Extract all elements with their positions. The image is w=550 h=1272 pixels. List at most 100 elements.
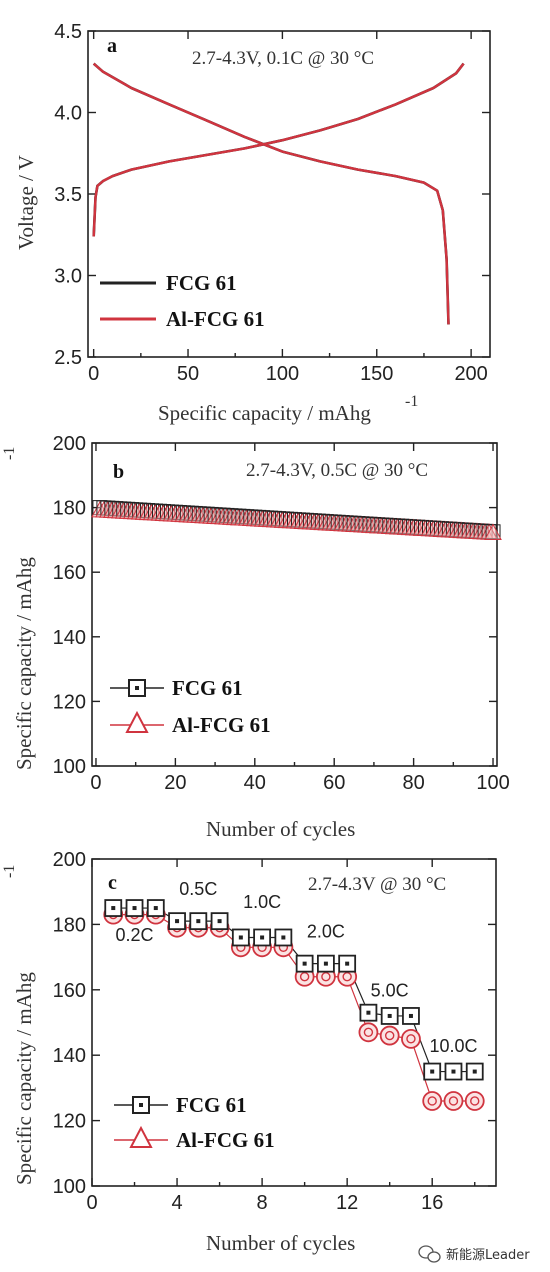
y-tick-label: 3.5 [54, 184, 82, 206]
legend-marker-square-center [139, 1103, 143, 1107]
alfcg-circle-point-inner [448, 1096, 459, 1106]
alfcg-circle-point-inner [384, 1030, 395, 1041]
rate-label: 0.2C [116, 925, 154, 945]
x-tick-label: 16 [421, 1192, 443, 1214]
rate-label: 2.0C [307, 921, 345, 941]
y-tick-label: 2.5 [54, 347, 82, 369]
y-tick-label: 4.0 [54, 103, 82, 125]
panel-c-y-axis-label: Specific capacity / mAhg [12, 972, 36, 1185]
x-tick-label: 100 [476, 772, 509, 794]
alfcg-circle-point [401, 1028, 421, 1049]
y-tick-label: 140 [53, 627, 86, 649]
alfcg-circle-point [464, 1091, 485, 1111]
panel-b: 0 20 40 60 80 100 100 120 140 160 180 200 b 2.7-4.3… [1, 433, 510, 841]
panel-b-annotation: 2.7-4.3V, 0.5C @ 30 °C [246, 460, 428, 481]
alfcg-circle-point [443, 1091, 464, 1111]
legend-label-alfcg: Al-FCG 61 [166, 307, 265, 331]
panel-c-legend: FCG 61 Al-FCG 61 [114, 1093, 275, 1152]
y-tick-label: 160 [53, 980, 86, 1002]
wechat-icon [418, 1245, 441, 1263]
fcg-square-point-center [175, 919, 180, 924]
x-tick-label: 8 [257, 1192, 268, 1214]
panel-c-letter: c [108, 872, 117, 894]
fcg-square-point-center [366, 1010, 371, 1015]
panel-c-y-axis-label-sup: -1 [1, 865, 18, 878]
y-tick-label: 4.5 [54, 21, 82, 43]
alfcg-circle-point [422, 1091, 443, 1111]
panel-a-x-axis-label-sup: -1 [405, 393, 418, 410]
y-tick-label: 100 [53, 1176, 86, 1198]
x-tick-label: 0 [90, 772, 101, 794]
y-tick-label: 100 [53, 756, 86, 778]
panel-b-x-axis-label: Number of cycles [206, 817, 355, 841]
fcg-square-point-center [451, 1069, 456, 1074]
fcg-square-point-center [387, 1013, 392, 1018]
series-line [92, 62, 465, 237]
fcg-square-point-center [408, 1013, 413, 1018]
panel-c: 0 4 8 12 16 100 120 140 160 180 200 0.2C 0.5C 1.0C 2.0… [1, 849, 497, 1255]
panel-b-letter: b [113, 461, 124, 483]
panel-a-annotation: 2.7-4.3V, 0.1C @ 30 °C [192, 48, 374, 69]
rate-label: 1.0C [243, 892, 281, 912]
legend-label-fcg: FCG 61 [172, 676, 243, 700]
x-tick-label: 0 [86, 1192, 97, 1214]
y-tick-label: 200 [53, 433, 86, 455]
panel-b-frame [91, 442, 498, 767]
alfcg-circle-point [379, 1025, 400, 1046]
rate-label: 10.0C [429, 1036, 477, 1056]
series-line [92, 62, 450, 325]
fcg-square-point-center [217, 919, 222, 924]
y-tick-label: 180 [53, 914, 86, 936]
y-tick-label: 3.0 [54, 266, 82, 288]
x-tick-label: 4 [171, 1192, 182, 1214]
rate-label: 5.0C [371, 980, 409, 1000]
panel-a-frame [87, 30, 491, 358]
fcg-square-point-center [430, 1069, 435, 1074]
alfcg-circle-point-inner [470, 1096, 480, 1106]
alfcg-circle-point [358, 1022, 379, 1043]
alfcg-circle-point-inner [427, 1096, 437, 1106]
x-tick-label: 60 [323, 772, 345, 794]
alfcg-circle-point-inner [299, 972, 310, 982]
x-tick-label: 20 [164, 772, 186, 794]
x-tick-label: 80 [402, 772, 424, 794]
fcg-square-point-center [153, 906, 158, 911]
fcg-square-point-center [238, 935, 243, 940]
legend-marker-square-center [135, 686, 139, 690]
legend-marker-triangle [125, 710, 149, 733]
x-tick-label: 150 [360, 363, 393, 385]
rate-label: 0.5C [179, 879, 217, 899]
fcg-line [113, 907, 475, 1073]
y-tick-label: 180 [53, 498, 86, 520]
legend-label-fcg: FCG 61 [166, 271, 237, 295]
alfcg-circle-point-inner [406, 1034, 416, 1044]
fcg-square-point-center [323, 961, 328, 966]
y-tick-label: 120 [53, 1111, 86, 1133]
legend-label-alfcg: Al-FCG 61 [176, 1128, 275, 1152]
alfcg-triangle-point [484, 523, 502, 540]
panel-a-y-axis-label: Voltage / V [14, 155, 38, 250]
panel-a: 0 50 100 150 200 2.5 3.0 3.5 4.0 4.5 a 2.7-4.3V, … [14, 21, 491, 425]
fcg-square-point-center [345, 961, 350, 966]
legend-label-alfcg: Al-FCG 61 [172, 713, 271, 737]
watermark-text: 新能源Leader [446, 1247, 530, 1263]
panel-b-y-axis-label: Specific capacity / mAhg [12, 557, 36, 770]
x-tick-label: 100 [266, 363, 299, 385]
y-tick-label: 160 [53, 562, 86, 584]
watermark: 新能源Leader [418, 1245, 530, 1263]
alfcg-line [113, 913, 475, 1102]
fcg-square-point-center [260, 935, 265, 940]
panel-a-letter: a [107, 35, 117, 57]
alfcg-circle-point-inner [363, 1027, 374, 1038]
fcg-square-point-center [472, 1069, 477, 1074]
x-tick-label: 50 [177, 363, 199, 385]
x-tick-label: 40 [244, 772, 266, 794]
y-tick-label: 200 [53, 849, 86, 871]
fcg-square-point-center [302, 961, 307, 966]
series-line [92, 62, 450, 325]
alfcg-circle-point-inner [321, 972, 331, 982]
alfcg-circle-point-inner [342, 972, 352, 982]
x-tick-label: 12 [336, 1192, 358, 1214]
panel-b-legend: FCG 61 Al-FCG 61 [110, 676, 271, 737]
